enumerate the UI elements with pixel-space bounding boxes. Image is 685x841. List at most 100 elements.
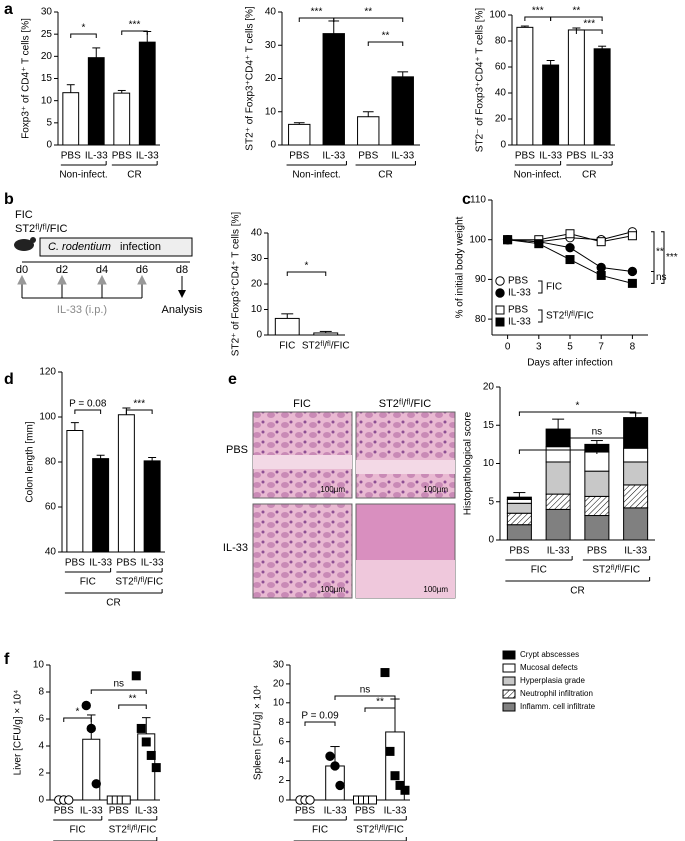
x-tick-label: 8 bbox=[630, 342, 636, 353]
point bbox=[495, 305, 505, 315]
x-tick-label: IL-33 bbox=[322, 151, 345, 162]
x-tick-label: IL-33 bbox=[591, 151, 614, 162]
point bbox=[596, 237, 606, 247]
x-tick-label: PBS bbox=[54, 806, 74, 817]
significance-label: ns bbox=[592, 427, 603, 438]
significance-label: ** bbox=[376, 697, 384, 708]
y-tick-label: 2 bbox=[38, 768, 44, 779]
point bbox=[368, 795, 377, 805]
y-tick-label: 40 bbox=[45, 547, 57, 558]
significance-bracket bbox=[518, 411, 637, 416]
legend-swatch bbox=[502, 702, 516, 712]
bar bbox=[92, 458, 110, 553]
x-tick-label: PBS bbox=[509, 546, 529, 557]
group-label: CR bbox=[582, 170, 596, 181]
y-tick-label: 0 bbox=[270, 140, 276, 151]
x-tick-label: PBS bbox=[109, 806, 129, 817]
point bbox=[81, 700, 91, 711]
endpoint-label: Analysis bbox=[162, 304, 203, 316]
y-tick-label: 10 bbox=[33, 660, 45, 671]
bar bbox=[357, 116, 380, 146]
bar bbox=[288, 123, 311, 146]
y-axis-label: Spleen [CFU/g] × 10⁴ bbox=[253, 685, 264, 780]
legend-swatch bbox=[502, 650, 516, 660]
group-label: Non-infect. bbox=[292, 170, 340, 181]
y-tick-label: 30 bbox=[41, 7, 53, 18]
point bbox=[627, 266, 638, 277]
point bbox=[596, 262, 606, 273]
histology-layer bbox=[356, 560, 455, 598]
group-label: ST2ᶠˡ/ᶠˡ/FIC bbox=[109, 825, 157, 836]
significance-label: *** bbox=[532, 6, 544, 17]
significance-label: * bbox=[576, 401, 580, 412]
histology-image bbox=[252, 503, 353, 599]
y-axis-label: ST2⁻ of Foxp3⁺CD4⁺ T cells [%] bbox=[475, 8, 486, 153]
strain-label: ST2ᶠˡ/ᶠˡ/FIC bbox=[15, 223, 68, 235]
significance-label: ns bbox=[113, 679, 124, 690]
mouse-icon bbox=[30, 237, 36, 243]
significance-label: ** bbox=[129, 694, 137, 705]
point bbox=[86, 723, 96, 734]
x-tick-label: IL-33 bbox=[324, 806, 347, 817]
point bbox=[495, 288, 505, 298]
significance-label: ** bbox=[382, 31, 390, 42]
infection-label: C. rodentium bbox=[48, 241, 111, 253]
significance-label: P = 0.08 bbox=[69, 399, 107, 410]
x-tick-label: 0 bbox=[505, 342, 511, 353]
significance-bracket bbox=[333, 17, 404, 22]
strain-label: FIC bbox=[15, 209, 33, 221]
point bbox=[596, 270, 606, 280]
point bbox=[565, 255, 575, 265]
x-tick-label: 5 bbox=[567, 342, 573, 353]
group-label: FIC bbox=[531, 565, 547, 576]
point bbox=[495, 276, 505, 286]
bar bbox=[62, 92, 80, 146]
significance-bracket bbox=[524, 16, 552, 21]
significance-bracket bbox=[304, 721, 336, 726]
panel-label: b bbox=[4, 191, 14, 208]
legend-label: Inflamm. cell infiltrate bbox=[520, 702, 596, 711]
bar-segment bbox=[506, 502, 532, 514]
significance-bracket bbox=[70, 33, 97, 38]
significance-label: ns bbox=[656, 272, 667, 283]
bar-segment bbox=[506, 496, 532, 500]
y-tick-label: 100 bbox=[489, 10, 506, 21]
legend-swatch bbox=[502, 663, 516, 673]
y-tick-label: 4 bbox=[278, 756, 284, 767]
significance-bracket bbox=[74, 409, 102, 414]
point bbox=[495, 317, 505, 327]
bar bbox=[516, 26, 534, 146]
panel-label: f bbox=[4, 651, 10, 668]
y-tick-label: 90 bbox=[475, 274, 487, 285]
point bbox=[335, 780, 345, 791]
histology-image bbox=[355, 411, 456, 499]
significance-bracket bbox=[90, 689, 147, 694]
infection-label: infection bbox=[120, 241, 161, 253]
y-axis-label: Foxp3⁺ of CD4⁺ T cells [%] bbox=[21, 18, 32, 139]
row-label: PBS bbox=[226, 444, 248, 456]
point bbox=[121, 795, 131, 805]
supergroup-label: CR bbox=[570, 586, 584, 597]
y-tick-label: 8 bbox=[278, 717, 284, 728]
point bbox=[325, 751, 335, 761]
point bbox=[390, 771, 400, 781]
x-tick-label: 3 bbox=[536, 342, 542, 353]
injection-arrows bbox=[17, 274, 147, 299]
x-tick-label: PBS bbox=[61, 151, 81, 162]
y-tick-label: 60 bbox=[495, 62, 507, 73]
y-tick-label: 30 bbox=[273, 660, 285, 671]
y-tick-label: 10 bbox=[483, 458, 495, 469]
x-tick-label: PBS bbox=[358, 151, 378, 162]
bar bbox=[113, 92, 131, 146]
x-tick-label: IL-33 bbox=[547, 546, 570, 557]
significance-label: *** bbox=[311, 7, 323, 18]
y-axis-label: Liver [CFU/g] × 10⁴ bbox=[13, 690, 24, 776]
significance-label: ns bbox=[360, 685, 371, 696]
legend-label: Crypt abscesses bbox=[520, 650, 579, 659]
panel-label: d bbox=[4, 371, 14, 388]
point bbox=[503, 235, 513, 245]
bar-segment bbox=[623, 507, 649, 541]
x-axis-label: Days after infection bbox=[527, 358, 613, 369]
bar-segment bbox=[584, 470, 610, 497]
y-tick-label: 6 bbox=[278, 736, 284, 747]
